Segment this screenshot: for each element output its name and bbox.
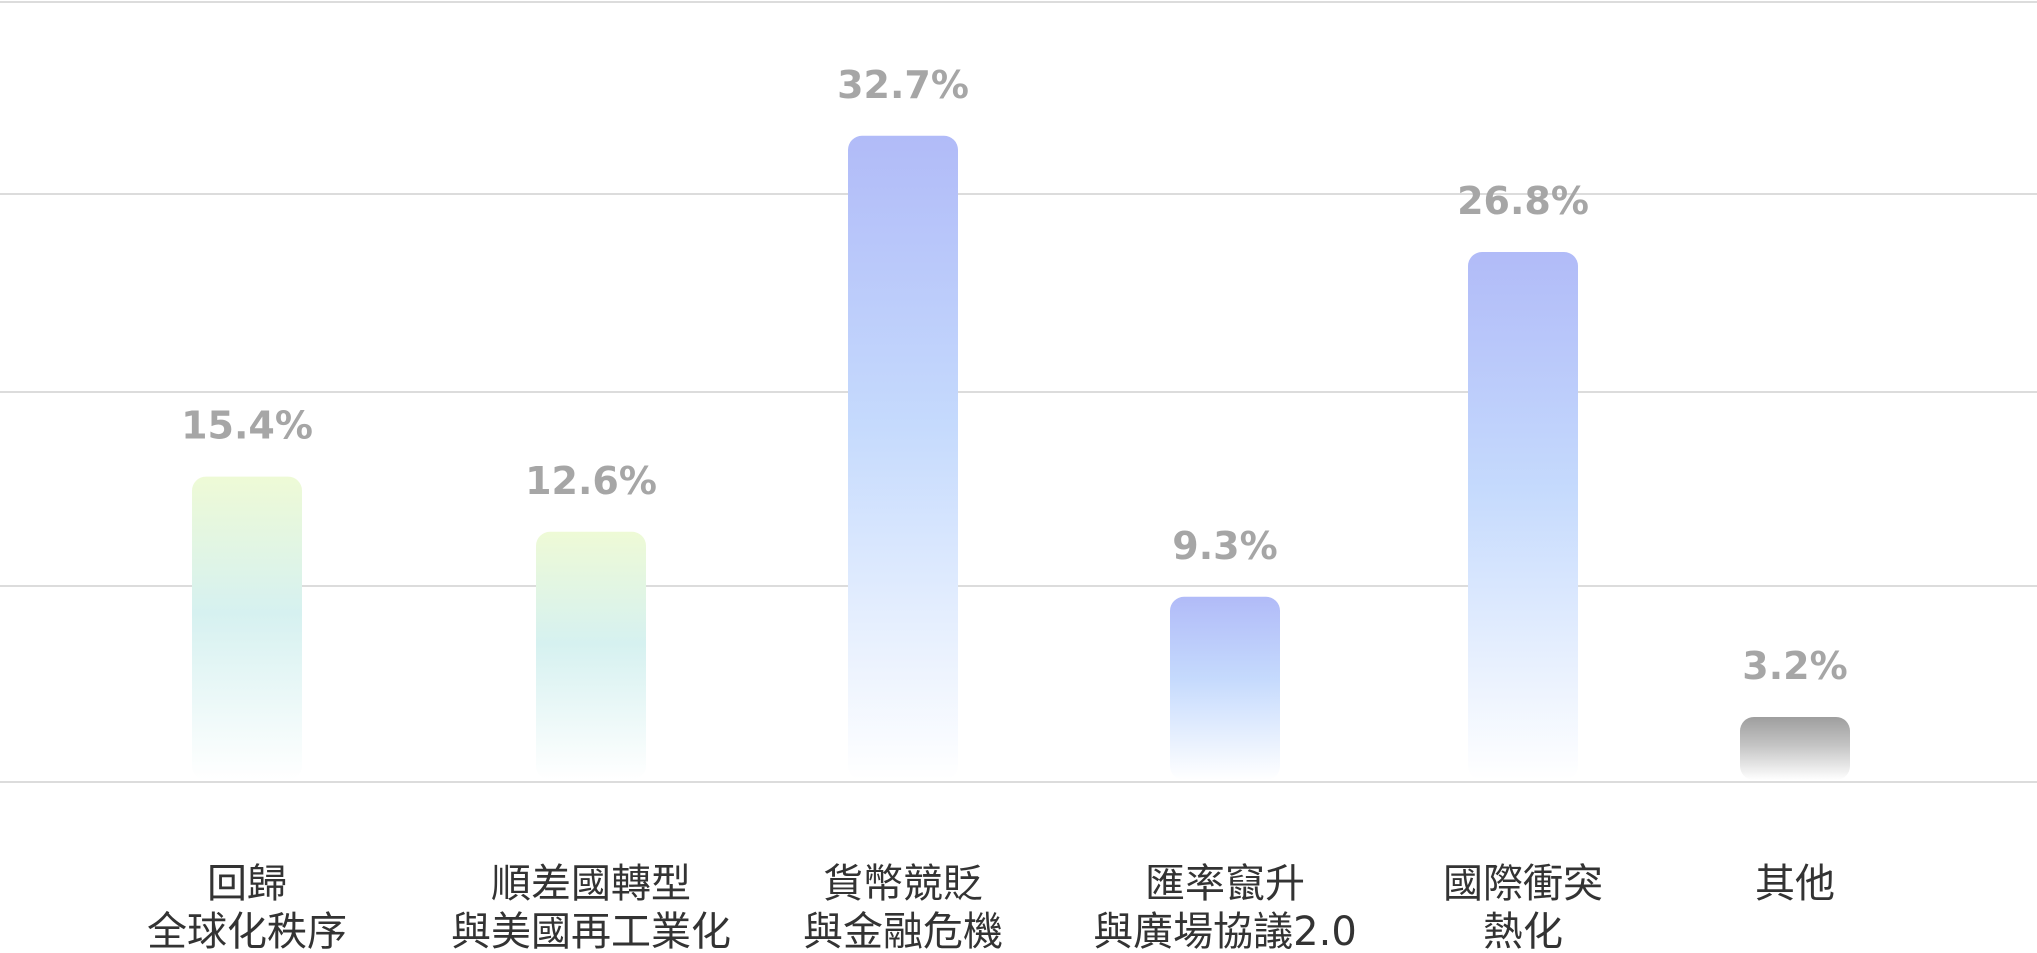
category-label-2-line-1: 與金融危機 — [803, 909, 1003, 953]
bars — [192, 135, 1850, 781]
gridlines — [0, 1, 2037, 783]
bar-5 — [1740, 716, 1850, 780]
bar-4 — [1468, 252, 1578, 781]
value-label-0: 15.4% — [181, 404, 313, 448]
category-label-1-line-1: 與美國再工業化 — [451, 909, 731, 953]
value-label-2: 32.7% — [837, 63, 969, 107]
bar-1 — [536, 531, 646, 780]
bar-3 — [1170, 596, 1280, 780]
category-label-0-line-1: 全球化秩序 — [147, 909, 347, 953]
category-label-5-line-0: 其他 — [1755, 861, 1835, 907]
value-label-3: 9.3% — [1172, 524, 1277, 568]
category-label-3-line-0: 匯率竄升 — [1145, 861, 1305, 907]
category-label-3-line-1: 與廣場協議2.0 — [1093, 909, 1357, 953]
category-label-0-line-0: 回歸 — [207, 861, 287, 907]
value-label-4: 26.8% — [1457, 179, 1589, 223]
category-label-4-line-0: 國際衝突 — [1443, 861, 1603, 907]
value-label-5: 3.2% — [1742, 644, 1847, 688]
category-label-1-line-0: 順差國轉型 — [491, 861, 691, 907]
value-label-1: 12.6% — [525, 459, 657, 503]
bar-0 — [192, 476, 302, 780]
bar-2 — [848, 135, 958, 780]
category-label-2-line-0: 貨幣競貶 — [823, 861, 983, 907]
value-labels: 15.4% 12.6% 32.7% 9.3% 26.8% 3.2% — [181, 63, 1848, 688]
category-label-4-line-1: 熱化 — [1483, 909, 1563, 953]
